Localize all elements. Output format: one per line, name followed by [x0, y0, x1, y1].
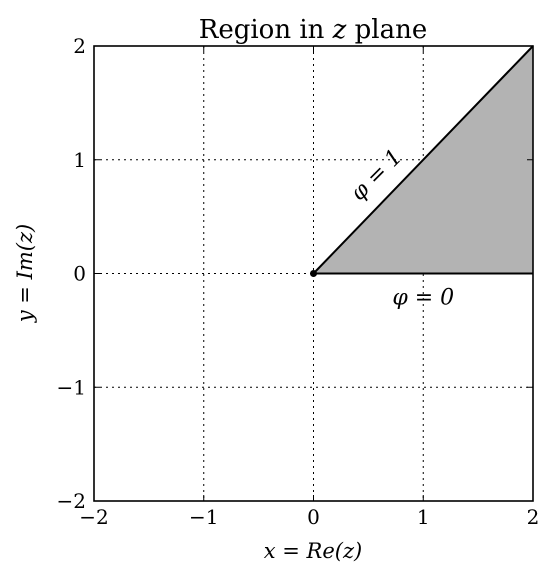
y-tick-label-3: 1 — [73, 148, 86, 172]
boundary-ray-1 — [312, 45, 534, 275]
axis-ticks: −2 −1 0 1 2 −2 −1 0 1 2 — [57, 34, 540, 529]
grid-lines — [94, 46, 533, 501]
x-axis-label: x = Re(z) — [264, 539, 362, 563]
chart-title-var: z — [332, 15, 347, 45]
boundary-lines — [312, 45, 534, 275]
y-tick-label-2: 0 — [73, 262, 86, 286]
origin-point — [310, 270, 317, 277]
y-tick-label-4: 2 — [73, 34, 86, 58]
x-tick-label-0: −2 — [79, 505, 108, 529]
y-axis-label: y = Im(z) — [13, 224, 37, 323]
annotation-1: φ = 0 — [392, 286, 454, 311]
chart-title-prefix: Region in — [199, 15, 333, 45]
x-tick-label-2: 0 — [307, 505, 320, 529]
x-tick-label-3: 1 — [417, 505, 430, 529]
x-tick-label-1: −1 — [189, 505, 218, 529]
chart-title-suffix: plane — [346, 15, 427, 45]
y-tick-label-0: −2 — [57, 489, 86, 513]
chart-title: Region in z plane — [199, 15, 427, 45]
y-tick-label-1: −1 — [57, 375, 86, 399]
x-tick-label-4: 2 — [527, 505, 540, 529]
